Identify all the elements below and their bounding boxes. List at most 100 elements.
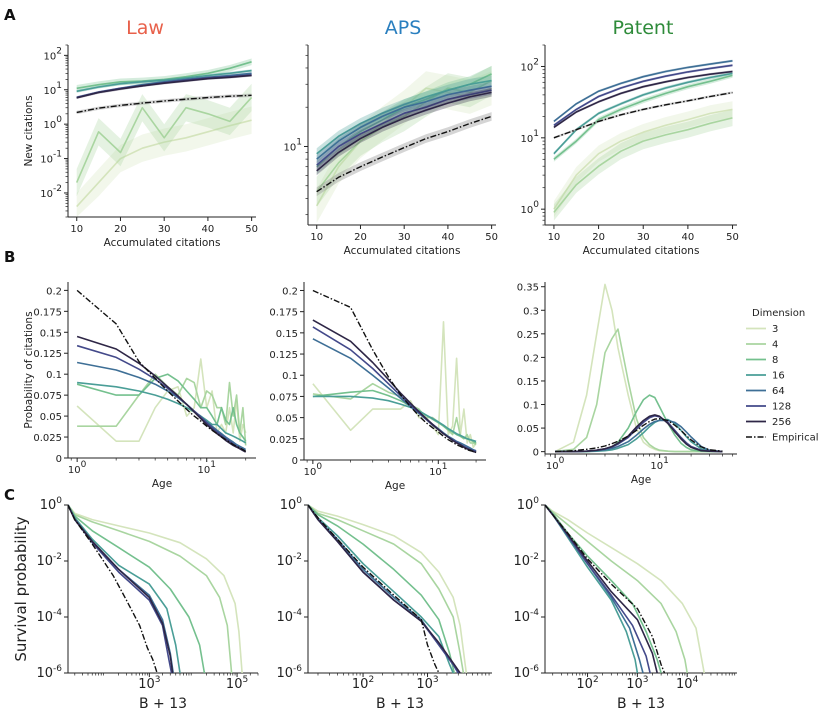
series-group [312, 289, 477, 454]
x-tick-label: 20 [592, 232, 605, 243]
chart-a-aps: 10 20 30 40 50 101 Accumulated citations [284, 44, 498, 257]
y-tick-label: 0 [292, 456, 298, 467]
legend-label: Empirical [772, 433, 818, 444]
y-tick-label: 10-4 [513, 608, 539, 625]
series-line-128 [316, 89, 492, 166]
y-tick-label: 0.075 [269, 392, 298, 403]
legend-entry-16: 16 [746, 371, 785, 382]
x-tick-label: 20 [114, 224, 127, 235]
series-group [75, 58, 253, 217]
y-tick-label: 100 [521, 200, 540, 216]
y-tick-label: 0.35 [517, 283, 539, 294]
x-tick-label: 40 [682, 232, 695, 243]
y-tick-label: 0.125 [269, 350, 298, 361]
series-line-8 [553, 74, 733, 160]
legend-label: 256 [772, 417, 791, 428]
legend-label: 4 [772, 340, 778, 351]
legend-entry-128: 128 [746, 402, 791, 413]
series-line-4 [77, 373, 247, 446]
series-line-4 [68, 504, 233, 674]
x-tick-label: 101 [197, 460, 215, 476]
y-tick-label: 0 [56, 454, 62, 465]
series-line-16 [553, 72, 733, 155]
x-tick-label: 102 [576, 675, 598, 692]
series-band-4 [76, 83, 252, 197]
series-band-empirical [316, 112, 492, 197]
series-band-3 [76, 106, 252, 217]
y-tick-label: 0.05 [517, 424, 539, 435]
y-tick-label: 0.05 [276, 414, 298, 425]
series-line-empirical [76, 289, 247, 452]
y-axis-label: Survival probability [12, 516, 30, 661]
y-tick-label: 102 [44, 46, 62, 62]
x-axis-label: B + 13 [376, 696, 424, 712]
chart-b-law: 100 101 0 0.025 0.05 0.075 0.1 0.125 0.15 0.175 0.… [23, 282, 256, 490]
legend-label: 3 [772, 324, 778, 335]
series-line-256 [308, 504, 461, 674]
y-tick-label: 0.175 [269, 308, 298, 319]
y-tick-label: 0.15 [40, 328, 62, 339]
chart-b-aps: 100 101 0 0.025 0.05 0.075 0.1 0.125 0.15 0.175 0.… [269, 282, 486, 492]
y-tick-label: 0.025 [269, 435, 298, 446]
x-tick-label: 105 [226, 675, 248, 692]
x-tick-label: 20 [354, 232, 367, 243]
series-line-128 [545, 504, 651, 674]
y-tick-label: 100 [517, 496, 540, 513]
series-line-4 [308, 504, 465, 674]
y-tick-label: 10-1 [40, 150, 62, 166]
x-tick-label: 30 [637, 232, 650, 243]
x-axis-label: B + 13 [617, 696, 665, 712]
y-tick-label: 10-2 [36, 552, 62, 569]
legend-entry-empirical: Empirical [746, 433, 818, 444]
x-tick-label: 100 [546, 456, 565, 472]
series-line-16 [316, 79, 492, 155]
y-tick-label: 101 [284, 137, 302, 153]
series-line-16 [68, 504, 181, 674]
legend-entry-4: 4 [746, 340, 778, 351]
series-line-3 [76, 358, 247, 442]
y-tick-label: 0.075 [33, 391, 62, 402]
series-line-3 [553, 108, 733, 210]
series-line-empirical [545, 504, 666, 674]
x-tick-label: 103 [416, 675, 438, 692]
x-tick-label: 102 [352, 675, 374, 692]
series-line-3 [68, 504, 243, 674]
x-tick-label: 101 [429, 462, 447, 478]
legend-label: 64 [772, 386, 785, 397]
panel-letter-c: C [4, 486, 15, 504]
series-band-3 [316, 71, 492, 223]
chart-a-law: 10 20 30 40 50 10-2 10-1 100 101 102 Accumulated c… [23, 44, 258, 249]
legend-entry-3: 3 [746, 324, 778, 335]
series-line-256 [555, 414, 723, 453]
series-line-128 [553, 64, 733, 126]
y-tick-label: 0.025 [33, 433, 62, 444]
y-tick-label: 10-2 [513, 552, 539, 569]
series-line-256 [68, 504, 174, 674]
legend-entry-8: 8 [746, 355, 778, 366]
y-axis-label: Probability of citations [23, 311, 35, 428]
x-tick-label: 10 [70, 224, 83, 235]
y-tick-label: 10-2 [276, 552, 302, 569]
series-line-8 [312, 389, 477, 444]
y-tick-label: 101 [44, 81, 62, 97]
legend-entry-64: 64 [746, 386, 785, 397]
y-tick-label: 0.175 [33, 307, 62, 318]
series-line-256 [316, 91, 492, 172]
legend: Dimension 3 4 8 16 64 128 256 Empirical [746, 308, 818, 444]
x-tick-label: 100 [68, 460, 87, 476]
chart-a-patent: 10 20 30 40 50 100 101 102 Accumulated citations [521, 44, 739, 257]
series-line-3 [308, 504, 468, 674]
series-line-empirical [555, 418, 723, 453]
column-title-law: Law [126, 17, 164, 39]
y-tick-label: 10-6 [276, 664, 302, 681]
series-line-64 [553, 60, 733, 123]
y-tick-label: 0.15 [517, 377, 539, 388]
y-tick-label: 0.05 [40, 412, 62, 423]
panel-letter-a: A [4, 6, 16, 24]
x-tick-label: 101 [650, 456, 668, 472]
series-band-empirical [76, 93, 252, 115]
y-tick-label: 100 [44, 115, 63, 131]
x-axis-label: Age [152, 478, 172, 490]
